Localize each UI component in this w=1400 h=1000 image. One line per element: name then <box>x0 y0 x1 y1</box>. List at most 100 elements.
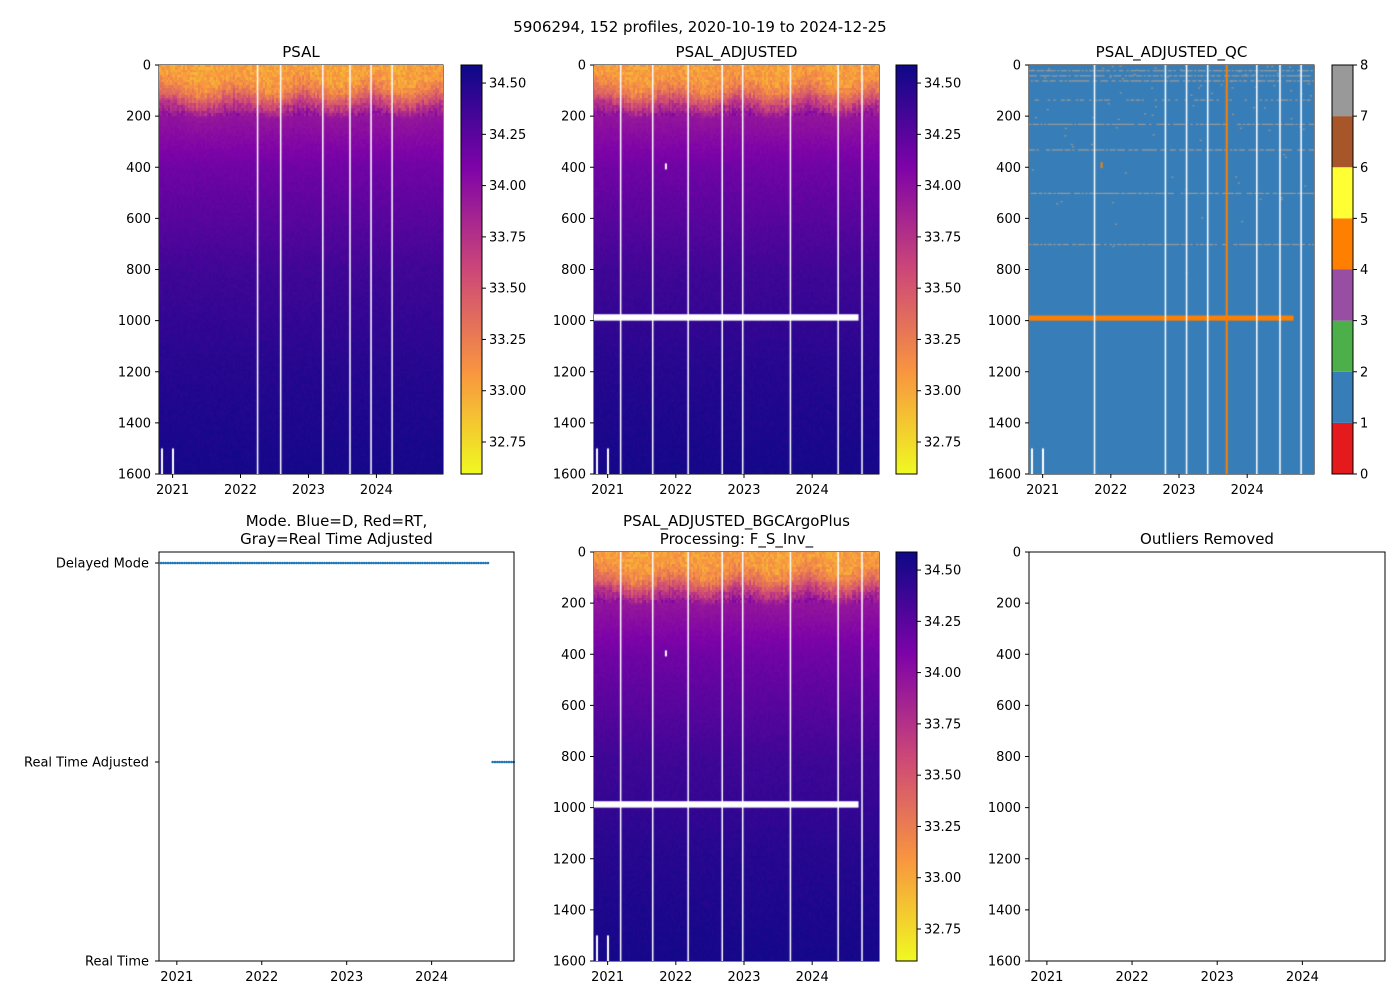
y-tick-label: 1000 <box>553 801 586 816</box>
mode-point <box>299 561 303 565</box>
x-tick-label: 2023 <box>1162 483 1195 498</box>
mode-point <box>383 561 387 565</box>
x-tick-label: 2022 <box>659 483 692 498</box>
mode-point <box>339 561 343 565</box>
x-tick-label: 2024 <box>415 970 448 985</box>
mode-point <box>225 561 228 565</box>
mode-point <box>365 561 368 565</box>
mode-point <box>213 561 217 565</box>
panel-psal: 0 200 400 600 800 1000 1200 1400 1600 2021 2022 202… <box>118 43 526 498</box>
mode-point <box>285 561 289 565</box>
colorbar-gradient <box>461 65 482 474</box>
y-tick-label: 600 <box>561 212 586 227</box>
y-tick-label: 1400 <box>553 903 586 918</box>
mode-point <box>250 561 254 565</box>
y-tick-label: 1200 <box>553 852 586 867</box>
mode-point <box>498 760 501 764</box>
mode-point <box>246 561 249 565</box>
colorbar-segment <box>1332 167 1353 219</box>
x-tick-label: 2024 <box>1286 970 1319 985</box>
colorbar-tick-label: 32.75 <box>924 923 961 938</box>
y-tick-label: 400 <box>996 161 1021 176</box>
colorbar-tick-label: 34.50 <box>924 564 961 579</box>
mode-point <box>388 561 392 565</box>
x-tick-label: 2021 <box>1026 483 1059 498</box>
mode-point <box>271 561 275 565</box>
mode-point <box>510 760 513 764</box>
mode-point <box>257 561 261 565</box>
mode-point <box>318 561 322 565</box>
y-tick-label: 1600 <box>553 955 586 970</box>
mode-point <box>479 561 483 565</box>
y-tick-label: 0 <box>143 59 151 74</box>
colorbar-segment <box>1332 269 1353 321</box>
colorbar-tick-label: 33.50 <box>489 282 526 297</box>
colorbar-tick-label: 2 <box>1360 365 1368 380</box>
y-tick-label: 1400 <box>988 416 1021 431</box>
y-tick-label: 1200 <box>553 365 586 380</box>
mode-point <box>290 561 294 565</box>
mode-point <box>341 561 345 565</box>
mode-point <box>491 760 494 764</box>
y-tick-label: 800 <box>561 750 586 765</box>
y-tick-label: 1200 <box>988 852 1021 867</box>
mode-point <box>241 561 245 565</box>
mode-point <box>204 561 207 565</box>
mode-point <box>171 561 174 565</box>
y-tick-label: 1400 <box>118 416 151 431</box>
mode-point <box>239 561 242 565</box>
y-tick-label: Real Time Adjusted <box>24 756 149 771</box>
colorbar-tick-label: 34.00 <box>924 666 961 681</box>
x-tick-label: 2024 <box>796 970 829 985</box>
mode-point <box>362 561 366 565</box>
y-tick-label: Real Time <box>85 955 149 970</box>
colorbar-tick-label: 33.00 <box>924 871 961 886</box>
y-tick-label: 1000 <box>988 314 1021 329</box>
mode-point <box>428 561 431 565</box>
y-tick-label: 200 <box>996 110 1021 125</box>
mode-point <box>334 561 338 565</box>
y-tick-label: 200 <box>561 110 586 125</box>
y-tick-label: 800 <box>996 750 1021 765</box>
mode-point <box>283 561 287 565</box>
heatmap-psal_adjusted_qc <box>1029 65 1314 474</box>
mode-point <box>360 561 364 565</box>
mode-point <box>472 561 476 565</box>
colorbar-tick-label: 0 <box>1360 468 1368 483</box>
panel-psal_adjusted_bgcargoplus: 0 200 400 600 800 1000 1200 1400 1600 2021 2022 202… <box>553 512 961 985</box>
x-tick-label: 2022 <box>659 970 692 985</box>
mode-point <box>302 561 305 565</box>
colorbar-frame <box>460 64 483 475</box>
colorbar-frame <box>895 551 918 962</box>
mode-point <box>400 561 403 565</box>
mode-point <box>435 561 438 565</box>
mode-point <box>484 561 487 565</box>
mode-point <box>432 561 436 565</box>
colorbar-tick-label: 33.50 <box>924 769 961 784</box>
mode-point <box>505 760 508 764</box>
mode-point <box>442 561 445 565</box>
colorbar-tick-label: 34.00 <box>489 179 526 194</box>
mode-point <box>208 561 212 565</box>
mode-point <box>311 561 315 565</box>
mode-point <box>194 561 198 565</box>
mode-point <box>351 561 354 565</box>
mode-point <box>325 561 329 565</box>
x-tick-label: 2024 <box>1231 483 1264 498</box>
mode-point <box>376 561 380 565</box>
x-tick-label: 2022 <box>1094 483 1127 498</box>
x-tick-label: 2021 <box>591 483 624 498</box>
colorbar-tick-label: 1 <box>1360 416 1368 431</box>
mode-point <box>222 561 226 565</box>
mode-point <box>460 561 464 565</box>
colorbar-tick-label: 34.50 <box>924 77 961 92</box>
mode-point <box>458 561 462 565</box>
colorbar-tick-label: 34.25 <box>489 128 526 143</box>
x-tick-label: 2021 <box>160 970 193 985</box>
y-tick-label: 200 <box>126 110 151 125</box>
mode-point <box>358 561 361 565</box>
mode-point <box>234 561 238 565</box>
mode-point <box>164 561 167 565</box>
y-tick-label: Delayed Mode <box>56 557 149 572</box>
mode-point <box>496 760 499 764</box>
